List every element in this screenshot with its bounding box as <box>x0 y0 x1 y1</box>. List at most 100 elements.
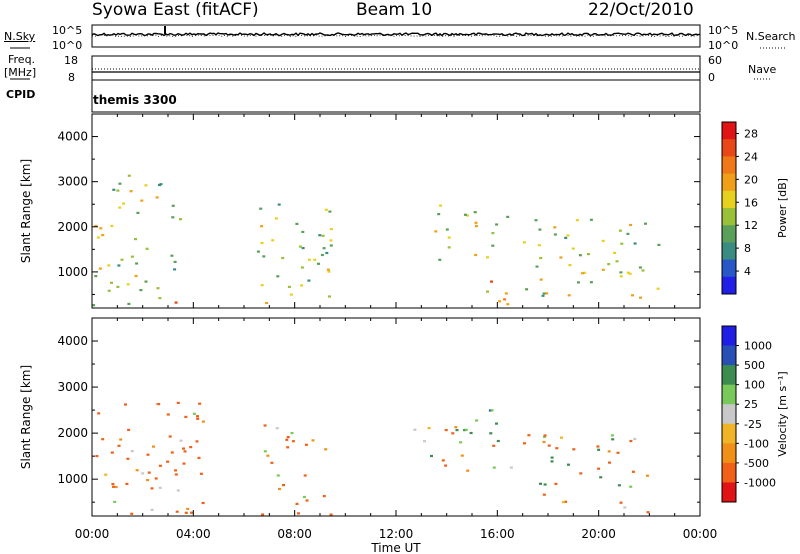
velocity-echo-cell <box>441 459 445 462</box>
power-echo-cell <box>110 224 114 228</box>
x-tick-label: 12:00 <box>379 527 414 541</box>
power-colorbar-segment <box>722 242 736 261</box>
power-echo-cell <box>313 258 317 261</box>
velocity-colorbar-segment <box>722 482 736 503</box>
velocity-echo-cell <box>192 412 196 415</box>
power-echo-cell <box>473 211 477 214</box>
power-echo-cell <box>101 234 105 237</box>
velocity-echo-cell <box>195 440 199 443</box>
power-colorbar-segment <box>722 208 736 226</box>
power-echo-cell <box>490 280 493 283</box>
velocity-echo-cell <box>629 439 633 443</box>
power-echo-cell <box>329 244 333 247</box>
power-echo-cell <box>298 245 302 248</box>
velocity-echo-cell <box>617 484 621 487</box>
velocity-echo-cell <box>104 473 108 476</box>
velocity-colorbar-tick-label: 1000 <box>744 340 772 353</box>
velocity-echo-cell <box>423 440 426 443</box>
velocity-echo-cell <box>130 512 134 515</box>
nave-label: Nave <box>748 63 777 76</box>
velocity-echo-cell <box>496 439 500 443</box>
velocity-echo-cell <box>430 454 433 458</box>
velocity-echo-cell <box>444 464 448 467</box>
power-echo-cell <box>321 234 325 237</box>
power-echo-cell <box>613 251 617 254</box>
power-echo-cell <box>118 206 122 209</box>
power-echo-cell <box>491 232 495 235</box>
velocity-echo-cell <box>523 442 526 445</box>
power-echo-cell <box>583 271 587 274</box>
velocity-echo-cell <box>95 455 99 458</box>
velocity-ylabel: Slant Range [km] <box>19 365 33 469</box>
velocity-echo-cell <box>547 444 551 447</box>
power-colorbar-segment <box>722 173 736 192</box>
power-echo-cell <box>300 284 304 287</box>
power-colorbar-segment <box>722 156 736 175</box>
power-echo-cell <box>657 243 661 246</box>
velocity-echo-cell <box>616 451 620 454</box>
velocity-echo-cell <box>459 441 463 444</box>
power-colorbar-tick-label: 24 <box>744 150 758 163</box>
velocity-echo-cell <box>174 469 177 472</box>
velocity-echo-cell <box>286 436 290 439</box>
power-echo-cell <box>486 256 489 259</box>
power-echo-cell <box>120 258 124 261</box>
power-echo-cell <box>139 289 143 292</box>
power-echo-cell <box>112 188 116 191</box>
power-echo-cell <box>126 283 130 286</box>
velocity-echo-cell <box>554 482 558 485</box>
power-echo-cell <box>553 226 557 229</box>
velocity-echo-cell <box>158 486 162 489</box>
velocity-echo-cell <box>492 466 496 469</box>
nsearch-label: N.Search <box>746 30 796 43</box>
power-echo-cell <box>534 219 538 222</box>
velocity-echo-cell <box>304 443 308 446</box>
velocity-echo-cell <box>276 474 280 477</box>
power-echo-cell <box>127 174 131 177</box>
power-echo-cell <box>110 281 113 284</box>
velocity-echo-cell <box>196 415 199 418</box>
velocity-echo-cell <box>110 451 114 454</box>
power-echo-cell <box>329 239 333 242</box>
power-echo-cell <box>629 223 633 227</box>
power-echo-cell <box>581 272 585 275</box>
power-echo-cell <box>329 228 333 231</box>
power-echo-cell <box>174 301 178 304</box>
power-echo-cell <box>447 236 451 239</box>
velocity-echo-cell <box>155 403 159 406</box>
velocity-colorbar-segment <box>722 384 736 405</box>
power-echo-cell <box>434 230 438 233</box>
velocity-echo-cell <box>466 469 470 472</box>
power-echo-cell <box>628 272 632 275</box>
power-frame <box>91 113 701 309</box>
power-echo-cell <box>525 288 529 291</box>
power-echo-cell <box>289 293 293 296</box>
power-echo-cell <box>155 196 159 199</box>
power-echo-cell <box>626 232 630 235</box>
velocity-echo-cell <box>124 403 127 406</box>
power-echo-cell <box>271 239 275 242</box>
cpid-label: CPID <box>6 88 36 101</box>
power-echo-cell <box>116 285 120 288</box>
velocity-echo-cell <box>597 467 601 470</box>
velocity-echo-cell <box>619 501 623 504</box>
power-ylabel: Slant Range [km] <box>19 159 33 263</box>
velocity-echo-cell <box>117 444 121 447</box>
power-echo-cell <box>506 303 510 306</box>
power-echo-cell <box>276 275 280 278</box>
power-echo-cell <box>265 301 269 305</box>
power-echo-cell <box>99 227 103 230</box>
velocity-echo-cell <box>166 413 170 416</box>
velocity-echo-cell <box>542 493 546 496</box>
power-echo-cell <box>522 241 526 244</box>
nsky-trace <box>91 32 701 37</box>
x-tick-label: 20:00 <box>581 527 616 541</box>
nsky-frame <box>91 24 701 48</box>
velocity-ytick-label: 2000 <box>57 426 88 440</box>
power-echo-cell <box>156 287 160 290</box>
velocity-echo-cell <box>175 510 179 513</box>
velocity-echo-cell <box>261 513 265 516</box>
power-echo-cell <box>318 234 322 237</box>
velocity-echo-cell <box>611 438 615 441</box>
power-echo-cell <box>641 269 645 272</box>
